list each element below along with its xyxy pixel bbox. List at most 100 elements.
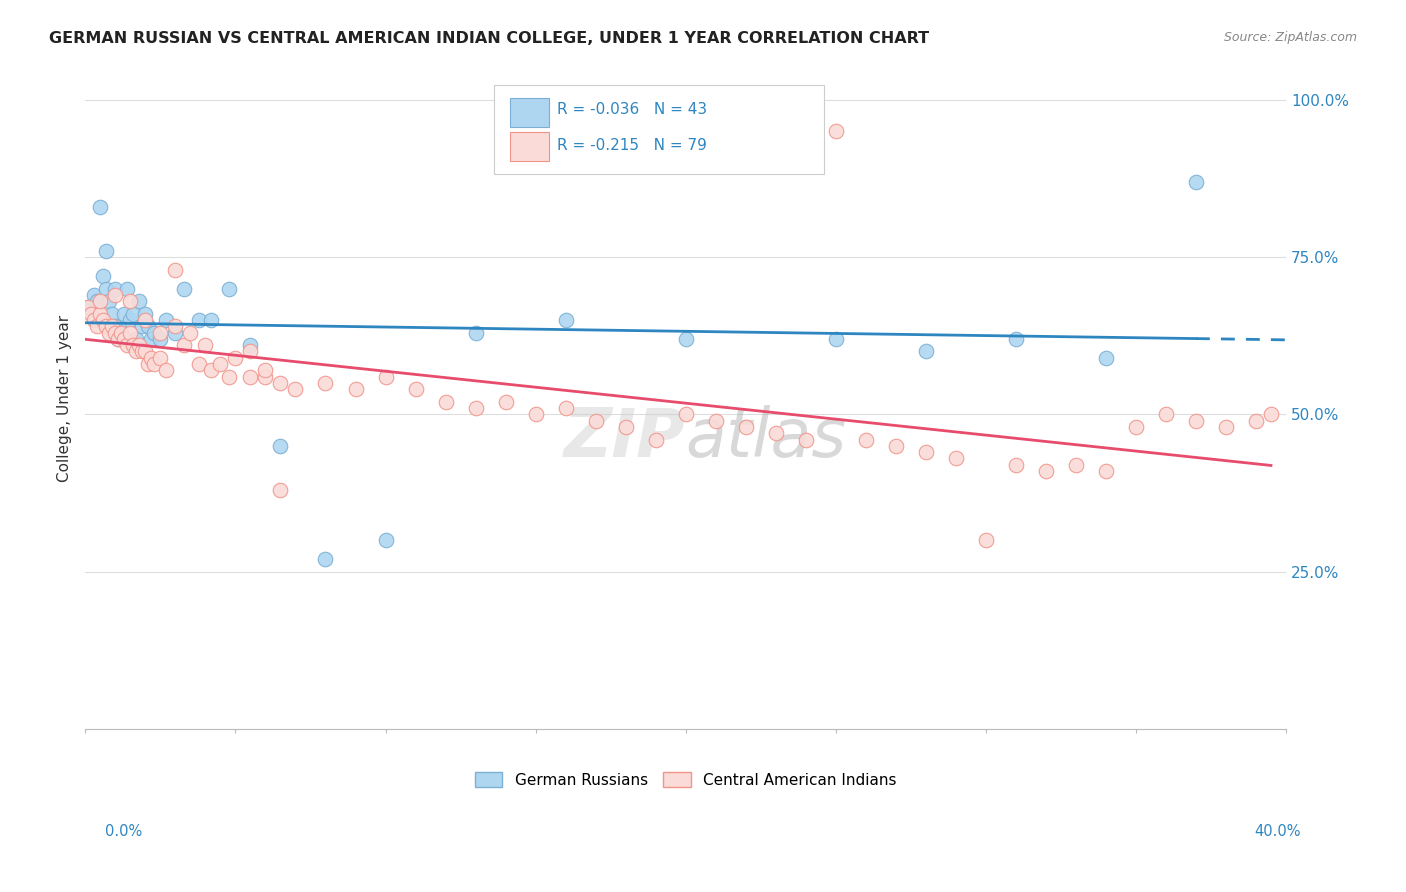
- Point: [1095, 464, 1118, 478]
- Point: [83, 313, 105, 327]
- FancyBboxPatch shape: [510, 97, 548, 127]
- Point: [138, 319, 160, 334]
- Point: [86, 294, 108, 309]
- Text: R = -0.215   N = 79: R = -0.215 N = 79: [557, 138, 707, 153]
- Point: [464, 401, 486, 416]
- Point: [434, 394, 457, 409]
- Point: [107, 332, 129, 346]
- Point: [96, 282, 118, 296]
- Point: [89, 307, 111, 321]
- Point: [239, 338, 262, 352]
- Point: [554, 313, 576, 327]
- Point: [554, 401, 576, 416]
- Point: [1185, 414, 1208, 428]
- Point: [112, 332, 135, 346]
- Text: GERMAN RUSSIAN VS CENTRAL AMERICAN INDIAN COLLEGE, UNDER 1 YEAR CORRELATION CHAR: GERMAN RUSSIAN VS CENTRAL AMERICAN INDIA…: [49, 31, 929, 46]
- Text: 40.0%: 40.0%: [1254, 824, 1301, 838]
- Point: [86, 319, 108, 334]
- Text: R = -0.036   N = 43: R = -0.036 N = 43: [557, 102, 707, 117]
- Point: [239, 344, 262, 359]
- Point: [80, 307, 103, 321]
- Point: [125, 332, 148, 346]
- Point: [83, 288, 105, 302]
- Point: [974, 533, 997, 548]
- Point: [524, 408, 547, 422]
- Point: [704, 414, 727, 428]
- Point: [96, 319, 118, 334]
- Point: [1035, 464, 1057, 478]
- Point: [93, 268, 115, 283]
- Point: [165, 262, 187, 277]
- Point: [143, 357, 166, 371]
- Point: [1125, 420, 1147, 434]
- Point: [143, 326, 166, 340]
- Point: [120, 313, 142, 327]
- Point: [824, 124, 846, 138]
- Point: [1215, 420, 1237, 434]
- Point: [315, 376, 337, 390]
- Point: [120, 294, 142, 309]
- Y-axis label: College, Under 1 year: College, Under 1 year: [58, 315, 72, 483]
- Point: [914, 445, 936, 459]
- Point: [104, 282, 127, 296]
- Point: [254, 363, 277, 377]
- Point: [89, 200, 111, 214]
- Point: [122, 338, 145, 352]
- Point: [104, 288, 127, 302]
- Point: [104, 326, 127, 340]
- Text: 0.0%: 0.0%: [105, 824, 142, 838]
- Point: [98, 326, 121, 340]
- Point: [112, 307, 135, 321]
- Point: [107, 332, 129, 346]
- Point: [239, 369, 262, 384]
- Point: [138, 357, 160, 371]
- Point: [644, 433, 666, 447]
- Point: [125, 344, 148, 359]
- Point: [134, 313, 156, 327]
- Point: [269, 376, 291, 390]
- Point: [155, 363, 177, 377]
- Point: [464, 326, 486, 340]
- Point: [110, 326, 132, 340]
- Point: [794, 433, 817, 447]
- Point: [128, 294, 150, 309]
- Point: [344, 382, 367, 396]
- Point: [141, 351, 163, 365]
- Point: [93, 313, 115, 327]
- Point: [77, 301, 100, 315]
- Point: [98, 294, 121, 309]
- Point: [134, 307, 156, 321]
- Point: [209, 357, 232, 371]
- Point: [173, 282, 195, 296]
- Point: [149, 351, 172, 365]
- Point: [405, 382, 427, 396]
- Point: [77, 301, 100, 315]
- Point: [1244, 414, 1267, 428]
- Point: [855, 433, 877, 447]
- Point: [269, 439, 291, 453]
- Point: [165, 319, 187, 334]
- Point: [104, 319, 127, 334]
- Point: [1185, 175, 1208, 189]
- Point: [194, 338, 217, 352]
- Text: Source: ZipAtlas.com: Source: ZipAtlas.com: [1223, 31, 1357, 45]
- Point: [1004, 458, 1026, 472]
- Point: [117, 282, 139, 296]
- Point: [101, 319, 124, 334]
- Point: [824, 332, 846, 346]
- Point: [120, 326, 142, 340]
- Point: [1095, 351, 1118, 365]
- Point: [675, 332, 697, 346]
- Point: [914, 344, 936, 359]
- Point: [141, 332, 163, 346]
- Point: [218, 369, 240, 384]
- Point: [284, 382, 307, 396]
- Point: [315, 552, 337, 566]
- Point: [188, 357, 211, 371]
- FancyBboxPatch shape: [494, 85, 824, 174]
- Point: [96, 244, 118, 258]
- Point: [131, 344, 153, 359]
- Point: [1260, 408, 1282, 422]
- Point: [200, 313, 222, 327]
- Point: [945, 451, 967, 466]
